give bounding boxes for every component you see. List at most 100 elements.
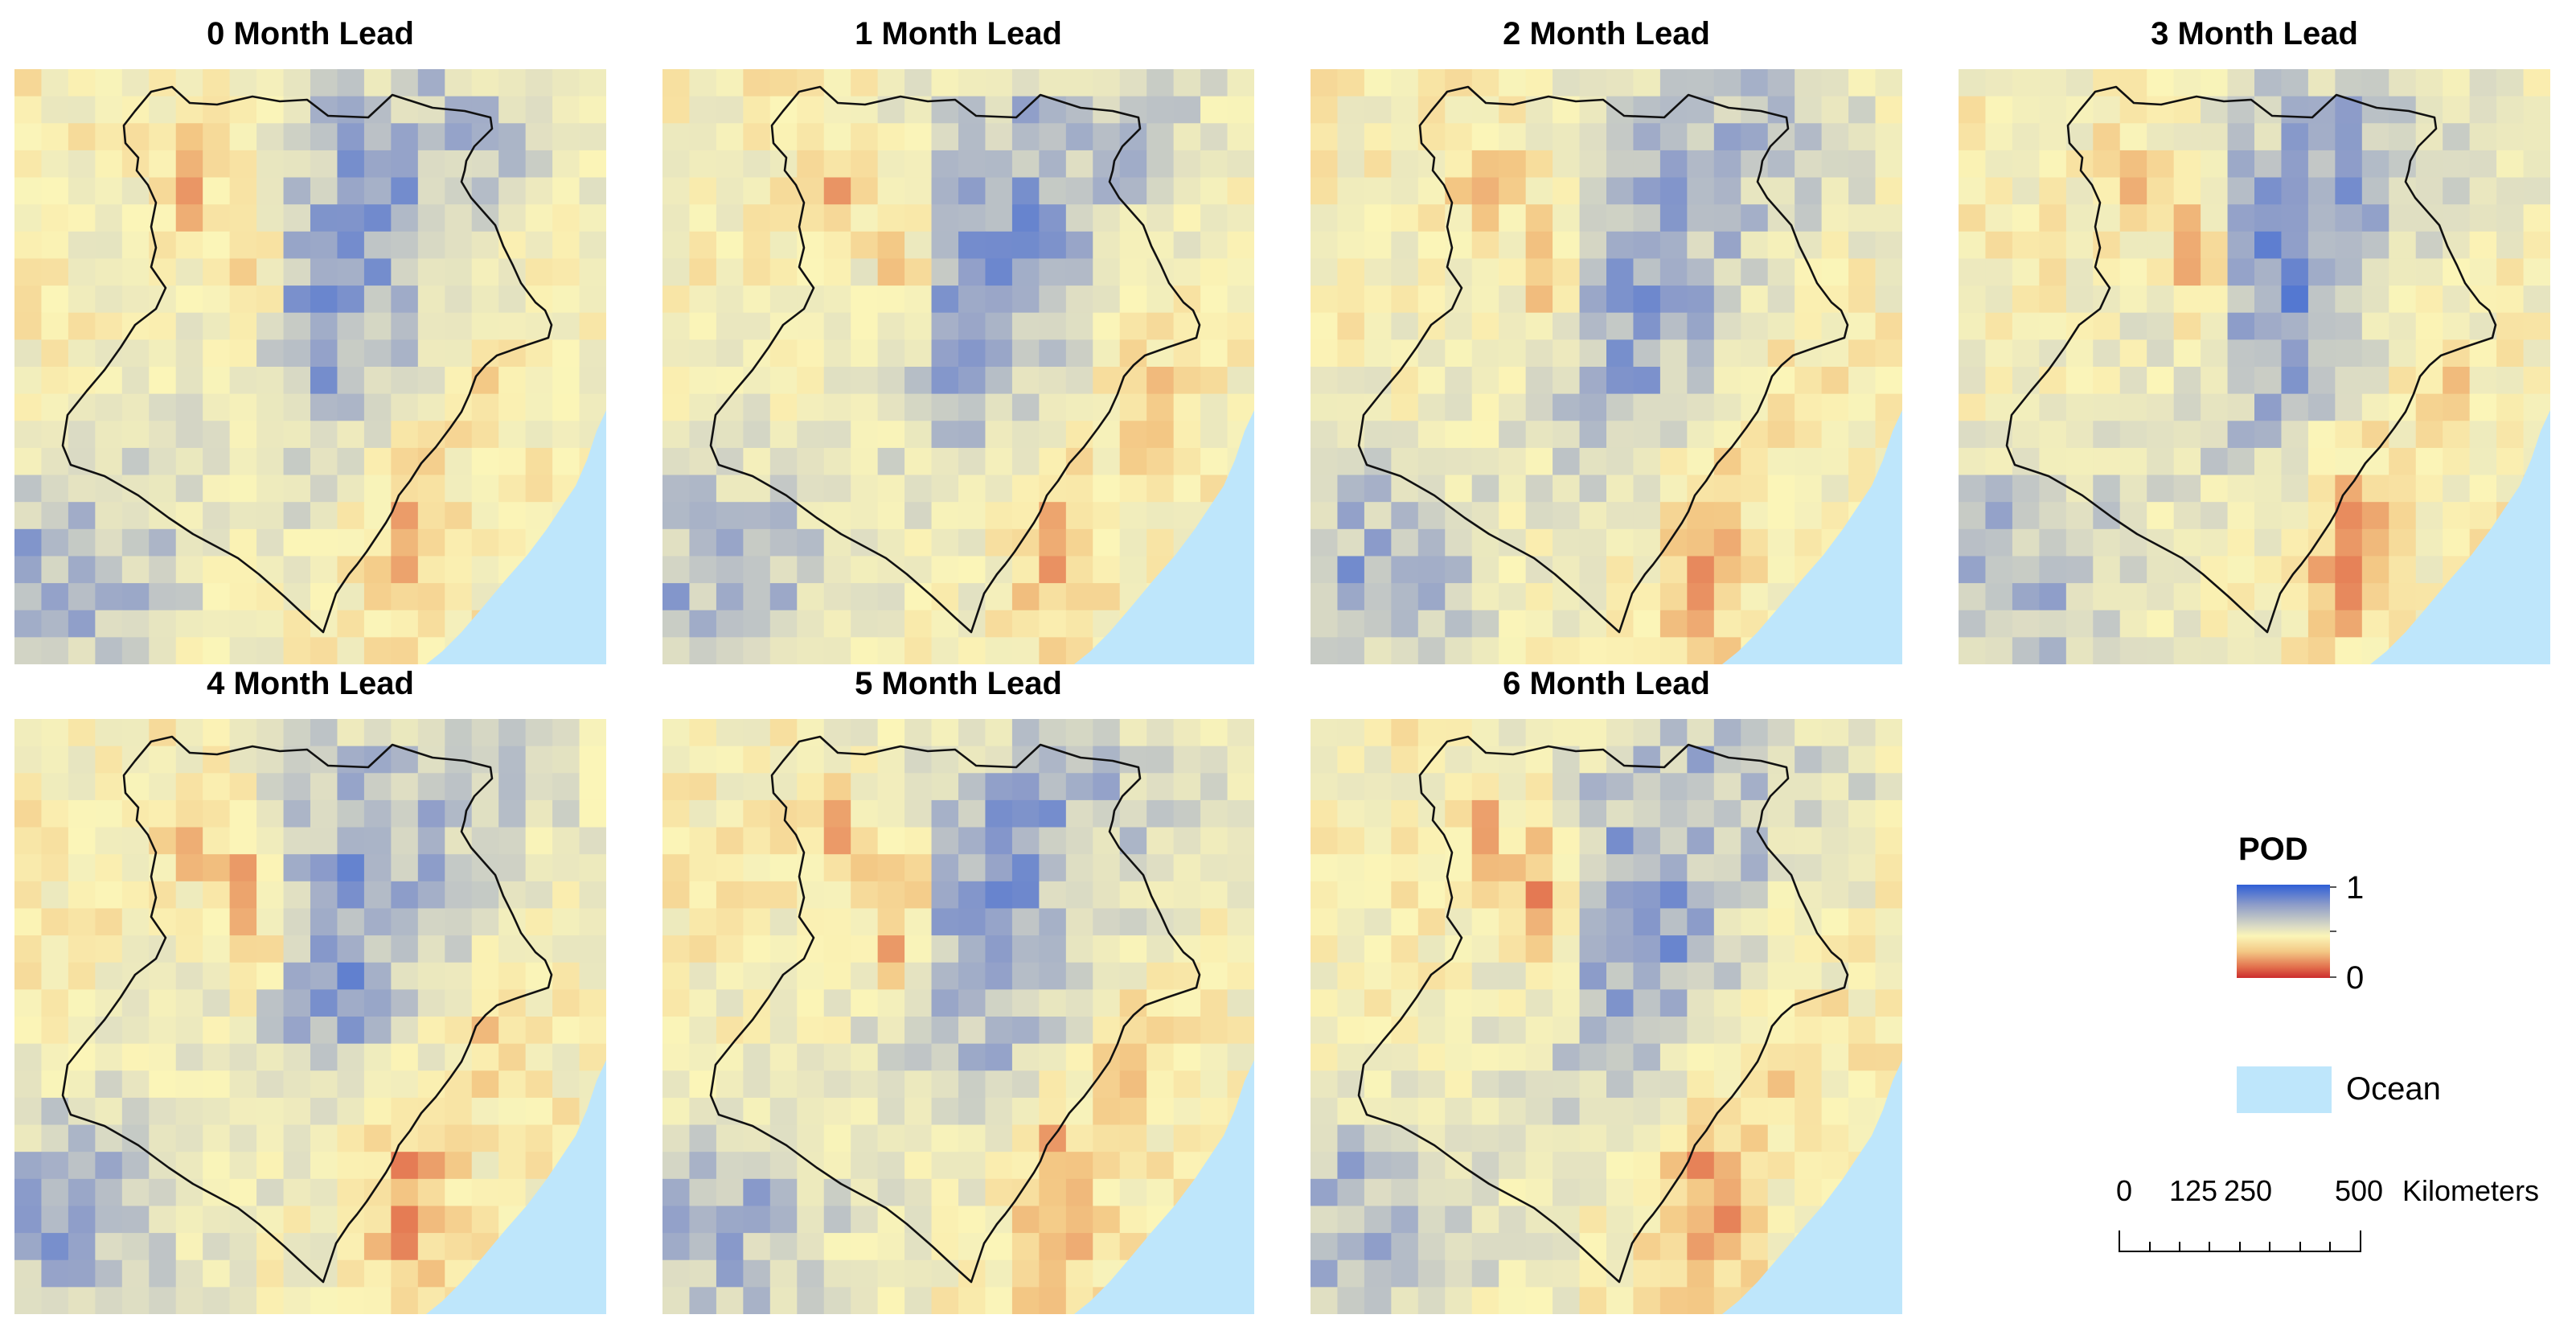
pod-cell: [2254, 123, 2283, 151]
pod-cell: [662, 204, 691, 232]
pod-cell: [1713, 69, 1741, 97]
pod-cell: [417, 908, 445, 936]
pod-cell: [229, 989, 257, 1017]
pod-cell: [121, 69, 150, 97]
pod-cell: [203, 962, 231, 990]
pod-cell: [958, 204, 987, 232]
pod-cell: [1713, 908, 1741, 936]
pod-cell: [1364, 286, 1392, 314]
pod-cell: [1065, 854, 1093, 882]
pod-cell: [904, 1097, 933, 1126]
pod-cell: [175, 150, 203, 179]
pod-cell: [525, 746, 553, 774]
pod-cell: [283, 1070, 311, 1099]
pod-cell: [904, 881, 933, 910]
pod-cell: [2443, 475, 2471, 503]
pod-cell: [1821, 96, 1849, 124]
pod-cell: [175, 1206, 203, 1234]
pod-cell: [2039, 393, 2067, 421]
pod-cell: [95, 1206, 123, 1234]
pod-cell: [310, 1233, 338, 1261]
pod-cell: [149, 583, 177, 611]
pod-cell: [149, 1178, 177, 1207]
pod-cell: [552, 989, 580, 1017]
pod-cell: [363, 177, 392, 205]
pod-cell: [1633, 1097, 1661, 1126]
pod-cell: [985, 367, 1013, 395]
pod-cell: [14, 1287, 43, 1314]
pod-cell: [985, 1070, 1013, 1099]
pod-cell: [2307, 177, 2336, 205]
pod-cell: [525, 123, 553, 151]
pod-cell: [229, 1043, 257, 1071]
pod-cell: [579, 231, 606, 260]
pod-cell: [1471, 123, 1499, 151]
pod-cell: [525, 96, 553, 124]
pod-cell: [445, 854, 473, 882]
pod-cell: [1767, 286, 1795, 314]
pod-cell: [1093, 204, 1121, 232]
pod-cell: [2281, 286, 2309, 314]
pod-cell: [95, 1070, 123, 1099]
pod-cell: [1579, 367, 1607, 395]
pod-cell: [877, 447, 905, 476]
pod-cell: [931, 204, 959, 232]
pod-cell: [2443, 123, 2471, 151]
pod-cell: [1606, 339, 1635, 368]
pod-cell: [2281, 69, 2309, 97]
pod-cell: [689, 1287, 717, 1314]
pod-grid-cells: [662, 69, 1254, 664]
pod-cell: [1525, 799, 1553, 828]
pod-cell: [1606, 286, 1635, 314]
pod-cell: [1364, 96, 1392, 124]
pod-cell: [1471, 1287, 1499, 1314]
pod-cell: [95, 1097, 123, 1126]
pod-cell: [931, 123, 959, 151]
pod-cell: [1039, 231, 1067, 260]
pod-cell: [689, 989, 717, 1017]
panel-title: 1 Month Lead: [855, 16, 1062, 51]
pod-cell: [41, 610, 69, 638]
pod-cell: [391, 1097, 419, 1126]
pod-cell: [471, 123, 499, 151]
pod-cell: [689, 1259, 717, 1288]
pod-cell: [2012, 421, 2040, 449]
pod-cell: [1391, 447, 1419, 476]
pod-cell: [877, 286, 905, 314]
pod-cell: [1875, 312, 1902, 340]
pod-cell: [743, 1070, 771, 1099]
pod-cell: [1227, 393, 1254, 421]
pod-cell: [1848, 447, 1877, 476]
pod-cell: [95, 447, 123, 476]
pod-cell: [1445, 610, 1473, 638]
pod-cell: [1579, 1287, 1607, 1314]
pod-cell: [2012, 177, 2040, 205]
pod-cell: [1499, 1097, 1527, 1126]
pod-cell: [363, 421, 392, 449]
pod-cell: [256, 1233, 285, 1261]
pod-cell: [525, 881, 553, 910]
pod-cell: [985, 827, 1013, 855]
pod-cell: [904, 773, 933, 801]
pod-cell: [1821, 799, 1849, 828]
pod-cell: [1200, 719, 1229, 747]
pod-cell: [958, 447, 987, 476]
pod-cell: [14, 854, 43, 882]
pod-cell: [2039, 204, 2067, 232]
pod-cell: [121, 1178, 150, 1207]
pod-cell: [662, 69, 691, 97]
pod-cell: [1713, 1233, 1741, 1261]
pod-cell: [68, 854, 96, 882]
pod-cell: [958, 123, 987, 151]
pod-cell: [1146, 393, 1175, 421]
pod-cell: [68, 583, 96, 611]
pod-cell: [1633, 502, 1661, 530]
pod-cell: [1311, 447, 1339, 476]
pod-cell: [1093, 258, 1121, 286]
pod-cell: [1200, 1043, 1229, 1071]
pod-cell: [743, 123, 771, 151]
pod-cell: [363, 150, 392, 179]
pod-cell: [1039, 312, 1067, 340]
pod-cell: [471, 799, 499, 828]
pod-cell: [14, 1152, 43, 1180]
